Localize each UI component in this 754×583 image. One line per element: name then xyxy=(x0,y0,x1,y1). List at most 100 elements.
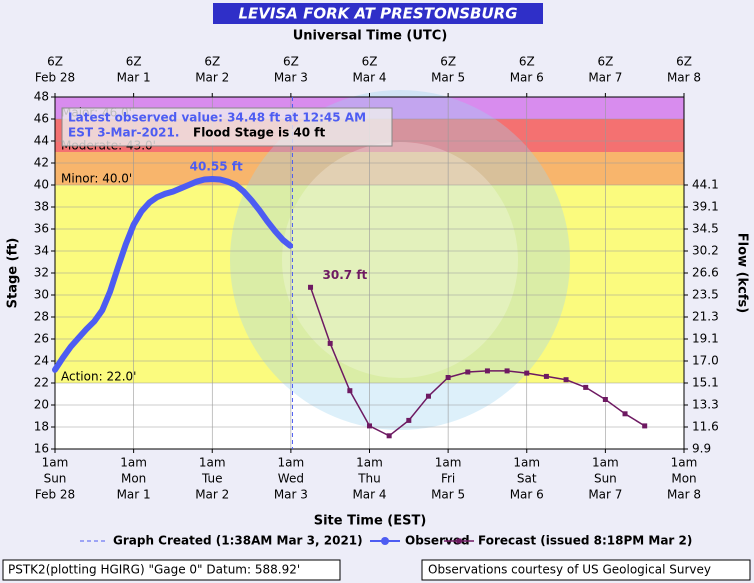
legend-label: Forecast (issued 8:18PM Mar 2) xyxy=(478,534,692,548)
y-tick-label: 38 xyxy=(34,200,49,214)
x-tick-label: 1am xyxy=(120,456,147,470)
y-axis-title: Stage (ft) xyxy=(6,238,21,309)
x-tick-label: Mar 5 xyxy=(431,488,465,502)
top-tick-label: Mar 7 xyxy=(588,71,622,85)
peak-label: 40.55 ft xyxy=(190,159,243,173)
top-tick-label: Mar 1 xyxy=(117,71,151,85)
y-tick-label: 16 xyxy=(34,442,49,456)
top-tick-label: Mar 3 xyxy=(274,71,308,85)
forecast-marker xyxy=(622,411,628,417)
legend-swatch xyxy=(456,538,462,544)
x-tick-label: Mar 1 xyxy=(117,488,151,502)
forecast-marker xyxy=(642,423,648,429)
y2-tick-label: 30.2 xyxy=(692,244,719,258)
top-tick-label: Mar 4 xyxy=(352,71,386,85)
top-tick-label: Mar 2 xyxy=(195,71,229,85)
x-tick-label: 1am xyxy=(592,456,619,470)
y-tick-label: 48 xyxy=(34,90,49,104)
y2-tick-label: 21.3 xyxy=(692,310,719,324)
forecast-marker xyxy=(583,384,589,390)
watermark xyxy=(282,142,518,378)
top-tick-label: Feb 28 xyxy=(35,71,75,85)
forecast-marker xyxy=(524,370,530,376)
x-tick-label: Mar 4 xyxy=(352,488,386,502)
forecast-marker xyxy=(347,388,353,394)
forecast-marker xyxy=(445,375,451,380)
x-tick-label: Sat xyxy=(517,472,537,486)
title-bar xyxy=(213,3,543,24)
top-tick-label: 6Z xyxy=(440,55,456,69)
y-tick-label: 28 xyxy=(34,310,49,324)
y-tick-label: 26 xyxy=(34,332,49,346)
top-tick-label: 6Z xyxy=(283,55,299,69)
y-tick-label: 18 xyxy=(34,420,49,434)
flood-label: Minor: 40.0' xyxy=(61,172,132,186)
y-tick-label: 32 xyxy=(34,266,49,280)
forecast-marker xyxy=(367,423,372,429)
y2-tick-label: 13.3 xyxy=(692,398,719,412)
forecast-marker xyxy=(425,393,431,399)
forecast-marker xyxy=(602,397,608,402)
y2-tick-label: 19.1 xyxy=(692,332,719,346)
x-tick-label: 1am xyxy=(199,456,226,470)
legend-label: Observed xyxy=(405,534,470,548)
forecast-line xyxy=(309,286,646,437)
x-tick-label: Wed xyxy=(278,472,304,486)
y-tick-label: 36 xyxy=(34,222,49,236)
y-tick-label: 44 xyxy=(34,134,49,148)
forecast-marker xyxy=(327,340,333,346)
y2-tick-label: 9.9 xyxy=(692,442,711,456)
y-tick-label: 34 xyxy=(34,244,49,258)
top-tick-label: 6Z xyxy=(47,55,63,69)
x-tick-label: Sun xyxy=(44,472,67,486)
forecast-marker xyxy=(465,369,471,375)
y2-tick-label: 34.5 xyxy=(692,222,719,236)
y-tick-label: 40 xyxy=(34,178,49,192)
forecast-marker xyxy=(563,377,569,383)
x-tick-label: 1am xyxy=(356,456,383,470)
legend-label: Graph Created (1:38AM Mar 3, 2021) xyxy=(113,534,363,548)
x-tick-label: Tue xyxy=(201,472,223,486)
y2-tick-label: 39.1 xyxy=(692,200,719,214)
top-tick-label: 6Z xyxy=(519,55,535,69)
y-tick-label: 30 xyxy=(34,288,49,302)
top-tick-label: 6Z xyxy=(597,55,613,69)
x-tick-label: 1am xyxy=(671,456,698,470)
x-tick-label: Mar 6 xyxy=(510,488,544,502)
y-tick-label: 22 xyxy=(34,376,49,390)
x-tick-label: 1am xyxy=(435,456,462,470)
x-tick-label: Mar 3 xyxy=(274,488,308,502)
top-tick-label: Mar 8 xyxy=(667,71,701,85)
top-tick-label: 6Z xyxy=(676,55,692,69)
y2-axis-title: Flow (kcfs) xyxy=(735,233,750,313)
y-tick-label: 46 xyxy=(34,112,49,126)
x-tick-label: Feb 28 xyxy=(35,488,75,502)
watermark xyxy=(230,90,570,430)
y-tick-label: 20 xyxy=(34,398,49,412)
y-tick-label: 24 xyxy=(34,354,49,368)
x-tick-label: Mar 7 xyxy=(588,488,622,502)
legend-swatch xyxy=(381,537,389,545)
x-tick-label: Sun xyxy=(594,472,617,486)
top-axis-title: Universal Time (UTC) xyxy=(293,29,448,44)
footer-left: PSTK2(plotting HGIRG) "Gage 0" Datum: 58… xyxy=(8,563,300,577)
x-tick-label: Mon xyxy=(121,472,146,486)
peak-label: 30.7 ft xyxy=(323,268,368,282)
x-axis-title: Site Time (EST) xyxy=(314,514,427,529)
forecast-marker xyxy=(308,284,314,290)
flood-label: Action: 22.0' xyxy=(61,370,136,384)
forecast-marker xyxy=(543,373,549,379)
y2-tick-label: 17.0 xyxy=(692,354,719,368)
forecast-marker xyxy=(484,368,490,374)
x-tick-label: 1am xyxy=(513,456,540,470)
latest-text: EST 3-Mar-2021. xyxy=(68,126,179,140)
forecast-marker xyxy=(406,417,412,423)
latest-box xyxy=(61,107,393,147)
latest-text: Flood Stage is 40 ft xyxy=(193,126,325,140)
top-tick-label: 6Z xyxy=(362,55,378,69)
chart-title: LEVISA FORK AT PRESTONSBURG xyxy=(238,5,517,23)
x-tick-label: Fri xyxy=(441,472,455,486)
observed-line xyxy=(52,175,294,373)
x-tick-label: 1am xyxy=(42,456,69,470)
